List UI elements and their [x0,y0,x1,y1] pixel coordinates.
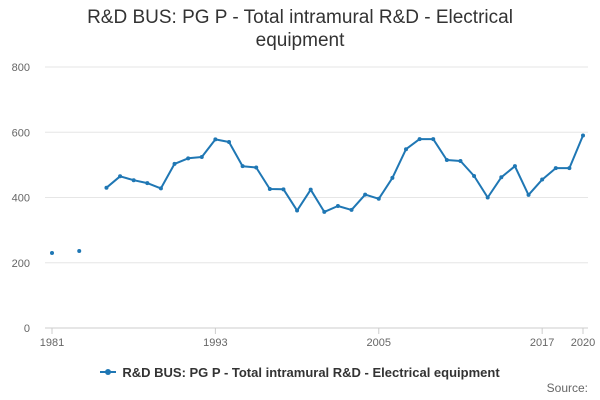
data-point [172,161,177,166]
data-point [553,166,558,171]
legend-label: R&D BUS: PG P - Total intramural R&D - E… [122,364,500,380]
data-point [281,187,286,192]
y-tick-label: 600 [12,127,30,139]
data-point [131,178,136,183]
data-point [213,137,218,142]
legend-line-marker-icon [100,367,117,377]
data-point [267,187,272,192]
x-tick-label: 1993 [203,337,227,349]
data-point [145,181,150,186]
data-point [431,137,436,142]
data-point [444,157,449,162]
chart-title: R&D BUS: PG P - Total intramural R&D - E… [87,7,513,51]
data-point [390,175,395,180]
data-point [404,147,408,152]
data-point [458,158,463,163]
data-point [335,203,340,208]
x-tick-label: 1981 [40,337,64,349]
legend-item[interactable]: R&D BUS: PG P - Total intramural R&D - E… [100,364,500,380]
data-point [254,165,259,170]
data-point [199,155,204,160]
y-tick-label: 200 [12,258,30,270]
chart-title-container: R&D BUS: PG P - Total intramural R&D - E… [60,6,540,52]
data-point [77,249,82,254]
x-tick-label: 2017 [530,337,554,349]
legend: R&D BUS: PG P - Total intramural R&D - E… [0,364,600,382]
x-tick-label: 2020 [571,337,595,349]
data-point [567,166,572,171]
data-point [240,164,245,169]
y-tick-label: 0 [24,323,30,335]
data-point [417,137,422,142]
data-point [227,140,231,145]
data-point [526,192,531,197]
y-tick-label: 400 [12,193,30,205]
data-point [540,177,545,182]
data-point [472,173,477,178]
data-point [158,186,163,191]
data-point [186,156,191,161]
data-point [581,133,585,138]
data-point [512,164,517,169]
data-point [118,174,123,179]
data-point [485,195,490,200]
data-point [104,185,109,190]
x-tick-label: 2005 [367,337,391,349]
y-tick-label: 800 [12,62,30,74]
data-point [363,192,368,197]
data-point [376,196,381,201]
data-point [50,250,54,255]
source-label: Source: [546,381,588,395]
data-point [322,209,327,214]
data-point [499,175,504,180]
data-point [349,207,354,212]
data-point [308,187,313,192]
data-point [295,208,300,213]
series-line [105,135,584,213]
